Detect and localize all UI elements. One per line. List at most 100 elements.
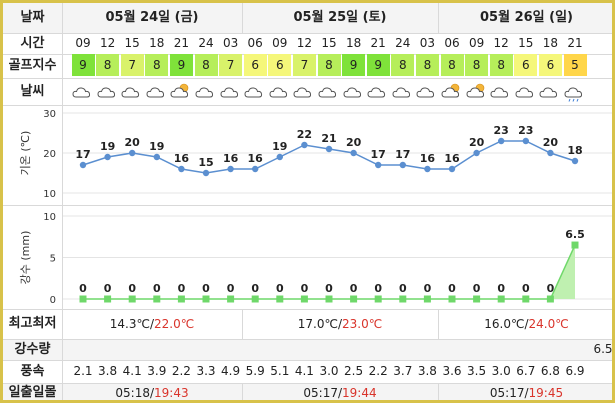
- rain-point: [251, 295, 259, 303]
- hour-cell: 21: [370, 36, 386, 50]
- cloud-icon: [293, 87, 312, 98]
- hour-cell: 18: [542, 36, 559, 50]
- wind-cell: 3.9: [147, 364, 167, 378]
- rain-data-label: 0: [374, 282, 382, 295]
- temp-data-label: 22: [297, 128, 312, 141]
- rain-y-tick: 5: [50, 254, 56, 265]
- temp-point: [350, 149, 357, 157]
- hour-cell: 24: [395, 36, 411, 50]
- wind-cell: 3.0: [491, 364, 511, 378]
- temp-data-label: 16: [248, 152, 264, 165]
- temp-point: [448, 165, 456, 173]
- temp-data-label: 19: [149, 140, 164, 153]
- cloud-icon: [539, 87, 558, 98]
- rain-data-label: 0: [325, 282, 333, 295]
- rain-data-label: 0: [424, 282, 432, 295]
- temp-data-label: 17: [75, 148, 90, 161]
- wind-cell: 6.7: [516, 364, 536, 378]
- date-row: 날짜 05월 24일 (금) 05월 25일 (토) 05월 26일 (일): [3, 3, 612, 33]
- wind-cell: 2.2: [171, 364, 191, 378]
- golf-index-label: 골프지수: [8, 58, 57, 73]
- temp-data-label: 16: [444, 152, 460, 165]
- rain-point: [473, 295, 481, 303]
- hour-cell: 03: [419, 36, 436, 50]
- rain-amount-row: 강수량 6.5: [3, 339, 612, 360]
- temp-y-tick: 10: [43, 189, 56, 200]
- temp-data-label: 17: [395, 148, 410, 161]
- temp-y-tick: 30: [43, 109, 56, 120]
- rain-data-label: 0: [251, 282, 259, 295]
- temp-axis-label: 기온 (℃): [19, 131, 32, 176]
- rain-point: [546, 295, 554, 303]
- golf-index-cell: 9: [71, 54, 95, 76]
- rain-data-label: 0: [522, 282, 530, 295]
- wind-cell: 3.5: [467, 364, 487, 378]
- rain-point: [325, 295, 333, 303]
- cloud-icon: [121, 87, 140, 98]
- cloud-icon: [490, 87, 509, 98]
- rain-data-label: 0: [153, 282, 161, 295]
- temp-point: [424, 165, 431, 173]
- rain-data-label: 0: [178, 282, 186, 295]
- wind-label: 풍속: [20, 364, 45, 379]
- cloud-icon: [343, 87, 361, 98]
- hour-cell: 09: [272, 36, 288, 50]
- temp-point: [399, 161, 406, 169]
- rain-point: [104, 295, 112, 303]
- date-day-2: 05월 25일 (토): [293, 10, 387, 25]
- minmax-day-2: 17.0℃/23.0℃: [297, 317, 383, 331]
- golf-index-cell: 6: [243, 54, 267, 76]
- cloud-icon: [146, 87, 164, 98]
- sunrise-sunset-row: 일출일몰 05:18/19:43 05:17/19:44 05:17/19:45: [3, 383, 612, 400]
- rain-data-label: 0: [128, 282, 136, 295]
- hour-cell: 03: [222, 36, 239, 50]
- wind-cell: 5.9: [245, 364, 265, 378]
- temp-data-label: 21: [321, 132, 336, 145]
- golf-index-cell: 9: [169, 54, 193, 76]
- wind-row: 풍속: [3, 360, 612, 383]
- golf-index-cell: 8: [391, 54, 415, 76]
- hour-cell: 06: [444, 36, 460, 50]
- rain-point: [522, 295, 530, 303]
- hour-cell: 06: [247, 36, 263, 50]
- golf-index-cell: 8: [317, 54, 341, 76]
- hour-cell: 18: [149, 36, 165, 50]
- rain-point: [202, 295, 210, 303]
- temp-data-label: 19: [272, 140, 287, 153]
- rain-point: [276, 295, 284, 303]
- rain-point: [374, 295, 382, 303]
- golf-index-cell: 8: [415, 54, 439, 76]
- golf-index-cell: 8: [440, 54, 464, 76]
- temp-point: [227, 165, 234, 173]
- time-row: 시간: [3, 33, 612, 54]
- golf-index-cell: 9: [366, 54, 390, 76]
- cloud-sun-icon: [441, 83, 460, 98]
- rain-axis-label: 강수 (mm): [19, 231, 32, 285]
- temp-data-label: 16: [174, 152, 190, 165]
- rain-data-label: 0: [227, 282, 235, 295]
- golf-index-cell: 9: [342, 54, 366, 76]
- rain-data-label: 0: [301, 282, 309, 295]
- temp-point: [522, 137, 529, 145]
- cloud-icon: [97, 87, 115, 98]
- hour-cell: 12: [99, 36, 116, 50]
- temp-point: [153, 153, 160, 161]
- golf-index-cell: 8: [194, 54, 218, 76]
- rain-point: [571, 241, 579, 249]
- wind-cell: 6.9: [565, 364, 585, 378]
- cloud-sun-icon: [170, 83, 189, 98]
- sun-day-1: 05:18/19:43: [115, 386, 189, 400]
- golf-index-row: 골프지수: [3, 54, 612, 78]
- wind-cell: 3.8: [98, 364, 118, 378]
- rain-point: [153, 295, 161, 303]
- golf-index-cell: 7: [219, 54, 243, 76]
- temp-data-label: 20: [346, 136, 362, 149]
- time-row-label: 시간: [20, 36, 45, 51]
- golf-index-cell: 8: [489, 54, 513, 76]
- rain-point: [497, 295, 505, 303]
- rain-data-label: 0: [473, 282, 481, 295]
- golf-index-cell: 6: [268, 54, 292, 76]
- temp-data-label: 16: [420, 152, 436, 165]
- temp-point: [202, 169, 210, 177]
- temp-data-label: 23: [494, 124, 509, 137]
